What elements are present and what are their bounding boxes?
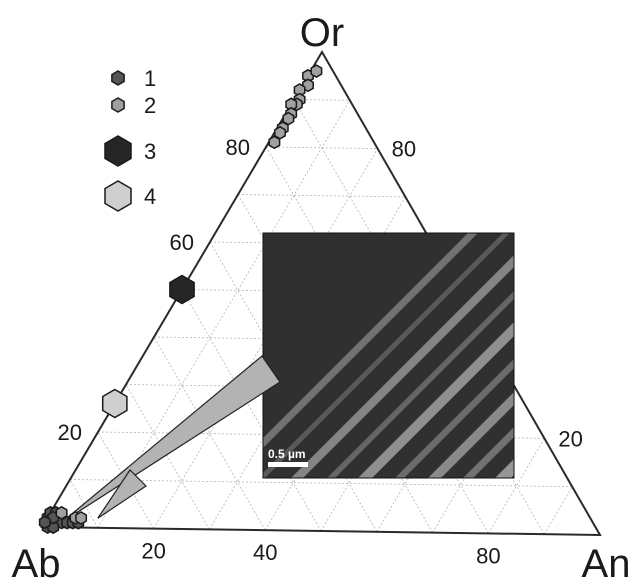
grid-line [237,194,406,198]
tick-label-bottom: 20 [141,539,165,564]
legend-marker-3 [104,135,132,167]
data-point-series-3 [169,274,195,305]
data-point-series-2 [310,64,323,78]
pointer-wedges [61,355,281,523]
legend-marker-4 [104,180,132,212]
lamella-stripe [395,359,514,478]
grid-line [293,99,545,535]
lamella-stripe [327,291,514,478]
grid-line [181,289,322,532]
lamella-stripe [495,459,514,478]
grid-line [153,336,266,531]
grid-line [209,241,434,246]
legend: 12 3 4 [104,66,156,212]
tick-label-bottom: 80 [476,543,500,568]
pointer-wedge [97,469,147,519]
lamella-stripe [463,427,514,478]
data-point-series-2 [55,506,68,520]
micrograph-lamellae [263,218,638,478]
tick-label-left: 60 [170,230,194,255]
lamella-stripe [601,218,638,478]
grid-line [376,341,490,533]
lamella-stripe [263,233,478,448]
legend-label-1: 1 [144,66,156,91]
lamella-stripe [428,392,514,478]
lamella-stripe [263,233,510,478]
vertex-label-left: Ab [12,542,61,581]
lamella-stripe [533,218,638,478]
micrograph-inset: 0.5 µm [262,218,638,479]
tick-label-left: 20 [58,420,82,445]
data-point-series-2 [268,135,281,150]
vertex-label-right: An [582,542,631,581]
tick-labels: 20 60 80 80 20 20 40 80 [58,135,583,568]
legend-label-2: 2 [144,93,156,118]
data-point-series-1 [38,515,51,530]
lamella-stripe [291,255,514,478]
scale-bar-label: 0.5 µm [268,447,306,461]
grid-line [265,146,378,149]
scale-bar [268,462,308,467]
data-point-series-2 [75,511,88,525]
legend-marker-1 [111,70,125,86]
tick-label-bottom: 40 [253,540,277,565]
grid-line [125,384,210,530]
lamella-stripe [358,322,514,478]
pointer-wedge [61,355,281,523]
legend-marker-2 [111,97,125,113]
data-point-series-4 [101,388,128,419]
grid-line [97,100,351,529]
tick-label-right: 20 [558,426,582,451]
legend-label-3: 3 [144,139,156,164]
tick-label-right: 80 [392,137,416,162]
data-points [38,64,323,535]
micrograph-border [262,232,515,479]
vertex-label-top: Or [300,11,344,55]
grid-line [543,486,573,535]
grid-line [97,431,154,529]
lamella-stripe [633,218,638,478]
grid-line [69,479,99,528]
legend-label-4: 4 [144,184,156,209]
tick-label-left: 80 [226,135,250,160]
